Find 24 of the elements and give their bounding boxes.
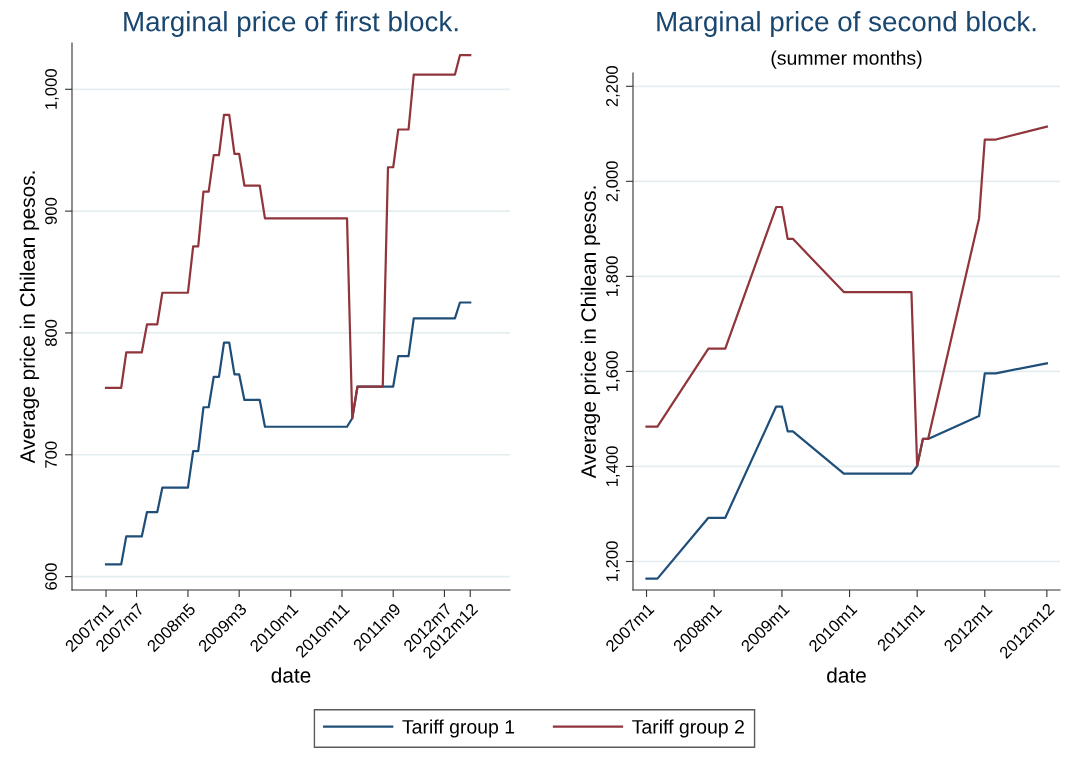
chart-title: Marginal price of second block.: [657, 11, 1036, 37]
y-tick-label: 700: [45, 441, 57, 468]
legend-label: Tariff group 1: [402, 719, 515, 738]
y-tick-label: 1,800: [606, 256, 620, 296]
y-tick-label: 2,000: [606, 161, 620, 202]
y-tick-label: 1,000: [45, 69, 59, 109]
line-series: [104, 54, 472, 420]
y-tick-label: 900: [45, 197, 57, 225]
y-tick-label: 1,600: [606, 351, 620, 391]
legend-label: Tariff group 2: [632, 719, 744, 738]
line-series: [645, 362, 1048, 580]
y-axis-title: Average price in Chilean pesos.: [19, 171, 40, 464]
y-tick-label: 1,400: [606, 446, 620, 487]
y-tick-label: 600: [45, 563, 57, 590]
chart-title: Marginal price of first block.: [124, 11, 458, 37]
y-tick-label: 800: [45, 319, 57, 347]
line-series: [645, 125, 1048, 468]
y-axis-title: Average price in Chilean pesos.: [580, 186, 601, 479]
line-series: [104, 301, 472, 566]
y-tick-label: 1,200: [606, 541, 620, 582]
x-axis-title: date: [271, 667, 311, 683]
chart-subtitle: (summer months): [771, 50, 922, 69]
y-tick-label: 2,200: [606, 66, 620, 107]
x-axis-title: date: [827, 667, 866, 683]
